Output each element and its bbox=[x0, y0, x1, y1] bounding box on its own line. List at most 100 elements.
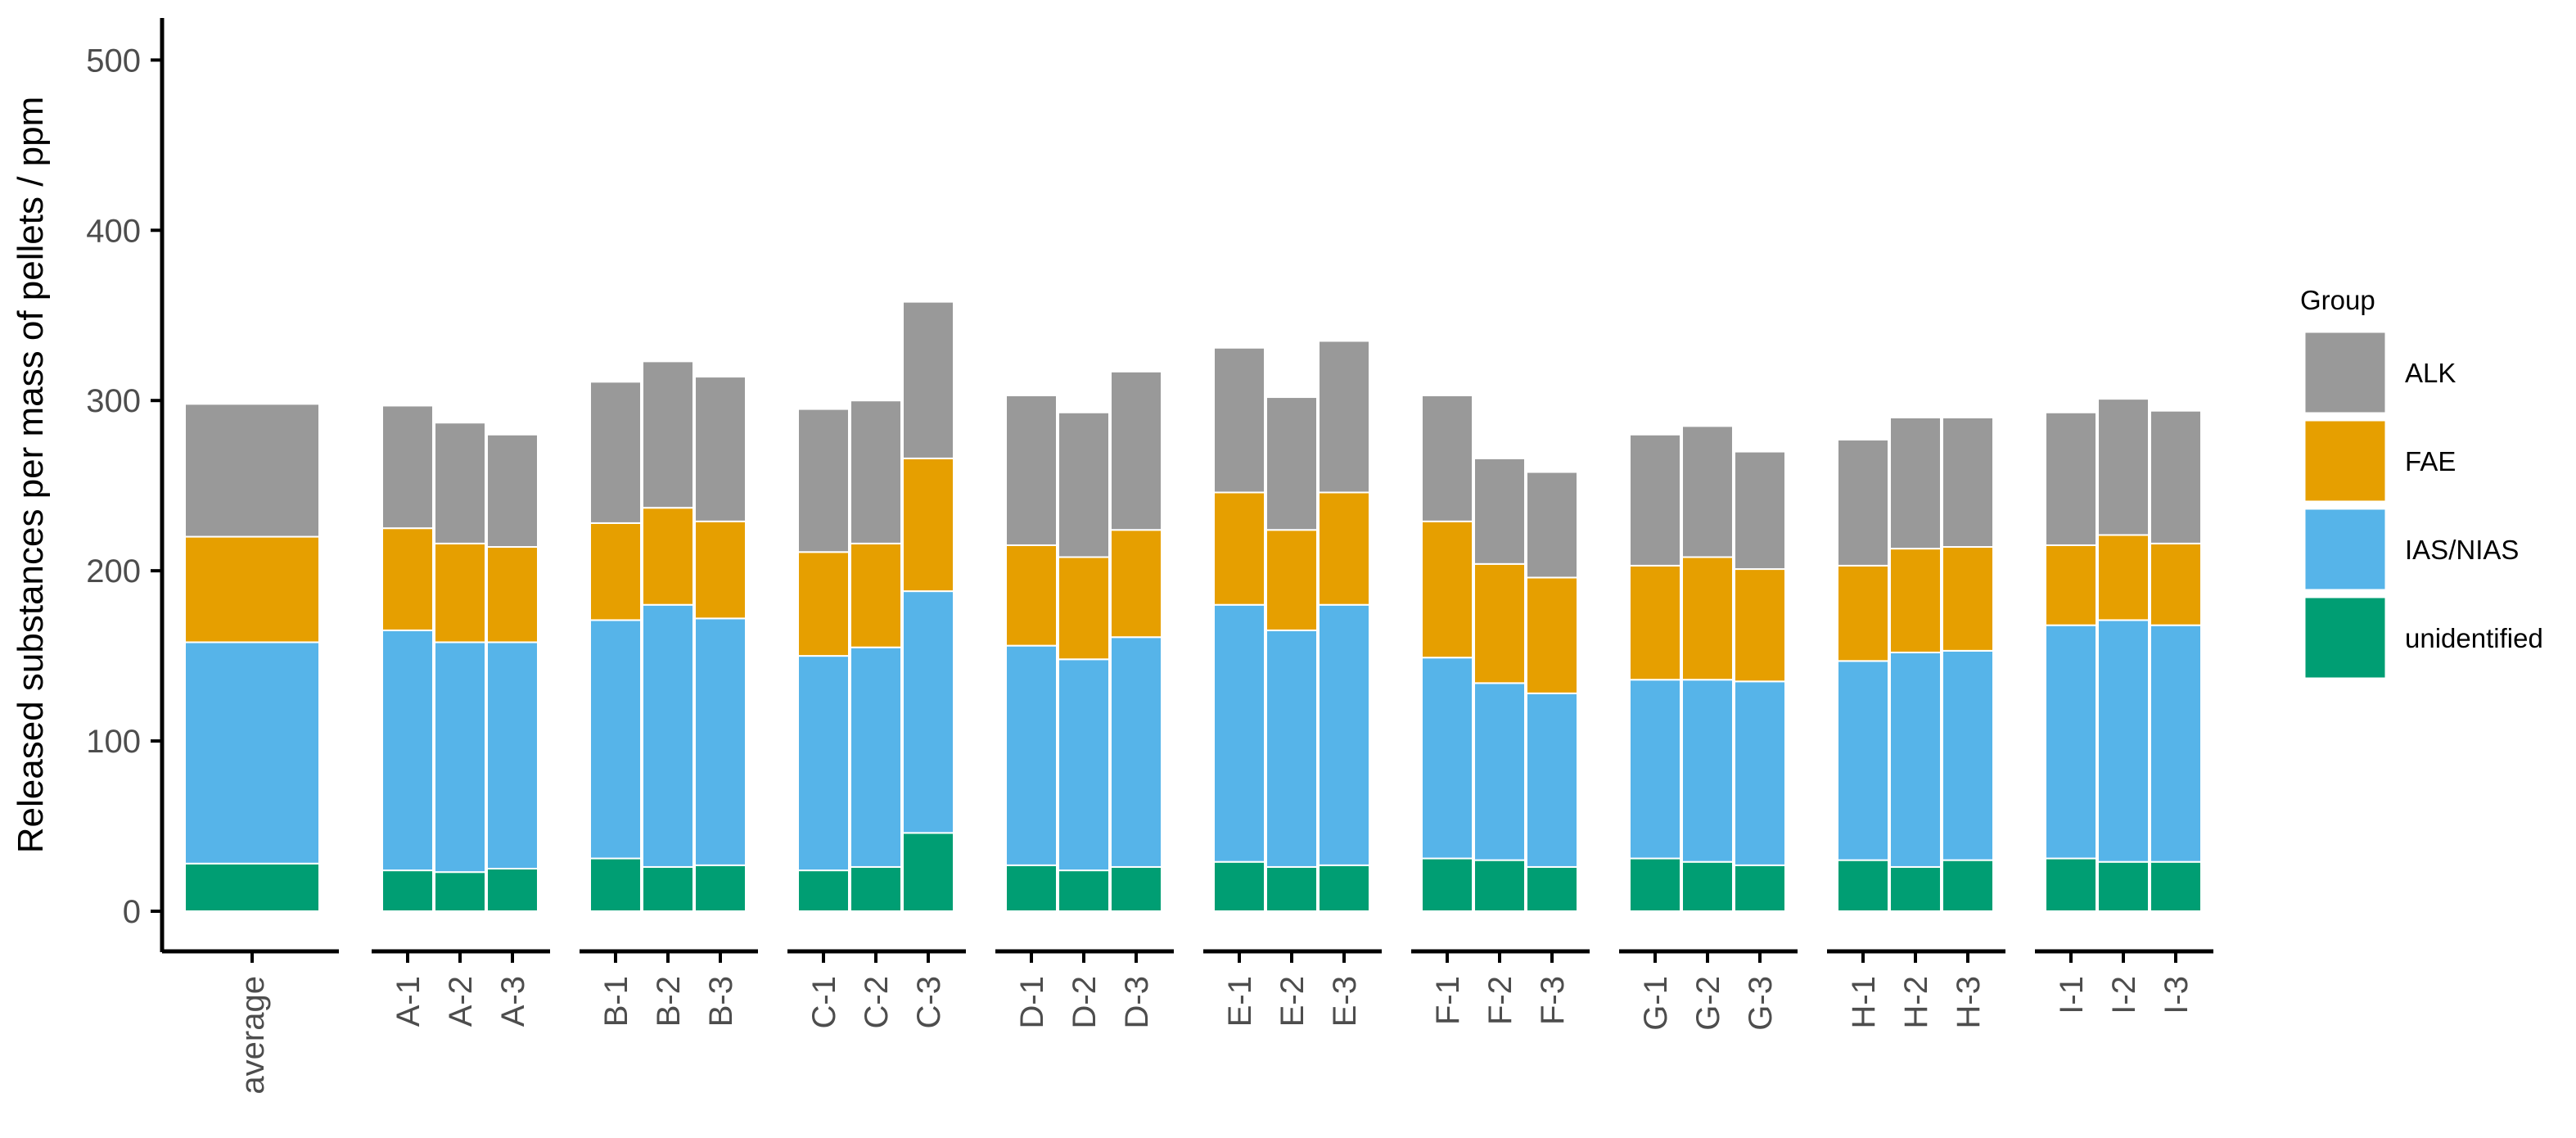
y-tick-label: 500 bbox=[86, 43, 141, 79]
bar-segment-A-2-IAS-NIAS bbox=[434, 641, 486, 874]
bar-segment-H-1-ALK bbox=[1837, 439, 1889, 567]
x-tick-label: G-2 bbox=[1690, 976, 1726, 1031]
bar-segment-A-3-IAS-NIAS bbox=[486, 641, 539, 870]
bar-segment-B-2-FAE bbox=[642, 507, 694, 606]
bar-segment-I-3-ALK bbox=[2150, 409, 2202, 544]
x-tick-label: G-3 bbox=[1743, 976, 1779, 1031]
bar-segment-I-2-FAE bbox=[2097, 534, 2150, 621]
bar-segment-G-2-ALK bbox=[1681, 425, 1734, 558]
bar-segment-A-1-ALK bbox=[381, 404, 434, 530]
x-tick-label: E-1 bbox=[1222, 976, 1258, 1027]
x-tick-label: average bbox=[235, 976, 271, 1095]
bar-segment-C-2-ALK bbox=[850, 400, 902, 544]
bar-segment-G-1-FAE bbox=[1629, 564, 1681, 681]
bar-segment-B-3-IAS-NIAS bbox=[694, 617, 747, 866]
bar-segment-H-2-IAS-NIAS bbox=[1889, 651, 1942, 868]
bar-segment-D-3-IAS-NIAS bbox=[1110, 636, 1162, 868]
bar-segment-G-3-ALK bbox=[1734, 450, 1786, 571]
bar-segment-G-2-IAS-NIAS bbox=[1681, 679, 1734, 863]
bar-segment-B-2-IAS-NIAS bbox=[642, 603, 694, 868]
bar-segment-I-2-ALK bbox=[2097, 398, 2150, 536]
bar-segment-D-2-IAS-NIAS bbox=[1058, 658, 1110, 872]
legend-label-ALK: ALK bbox=[2405, 358, 2456, 388]
bar-segment-B-1-ALK bbox=[589, 381, 642, 524]
y-tick-label: 200 bbox=[86, 553, 141, 589]
bar-segment-F-2-IAS-NIAS bbox=[1473, 682, 1526, 861]
bar-segment-E-2-IAS-NIAS bbox=[1265, 629, 1318, 868]
bar-segment-G-3-unidentified bbox=[1734, 864, 1786, 912]
bar-segment-E-1-unidentified bbox=[1213, 860, 1265, 913]
bar-segment-H-3-FAE bbox=[1942, 546, 1994, 652]
bar-segment-A-2-ALK bbox=[434, 422, 486, 544]
x-tick-label: I-1 bbox=[2054, 976, 2090, 1014]
bar-segment-D-3-FAE bbox=[1110, 529, 1162, 639]
bar-segment-C-3-unidentified bbox=[902, 832, 954, 912]
bar-segment-D-1-IAS-NIAS bbox=[1005, 644, 1058, 866]
bar-segment-E-3-ALK bbox=[1318, 340, 1370, 494]
bar-segment-H-3-IAS-NIAS bbox=[1942, 649, 1994, 861]
bar-segment-G-1-ALK bbox=[1629, 433, 1681, 567]
bar-segment-F-1-unidentified bbox=[1421, 857, 1473, 913]
bar-segment-E-1-FAE bbox=[1213, 491, 1265, 606]
x-tick-label: F-2 bbox=[1482, 976, 1518, 1025]
x-tick-label: C-2 bbox=[859, 976, 895, 1028]
bar-segment-A-2-unidentified bbox=[434, 871, 486, 913]
x-tick-label: I-3 bbox=[2159, 976, 2195, 1014]
x-tick-label: A-1 bbox=[390, 976, 426, 1027]
bar-segment-A-3-FAE bbox=[486, 546, 539, 644]
bars-layer bbox=[184, 300, 2202, 913]
bar-segment-average-FAE bbox=[184, 535, 320, 644]
bar-segment-F-3-IAS-NIAS bbox=[1526, 692, 1578, 868]
bar-segment-F-2-unidentified bbox=[1473, 859, 1526, 912]
bar-segment-C-1-FAE bbox=[797, 551, 850, 657]
y-tick-label: 300 bbox=[86, 383, 141, 419]
bar-segment-D-1-FAE bbox=[1005, 544, 1058, 647]
bar-segment-D-1-ALK bbox=[1005, 394, 1058, 546]
bar-segment-C-3-FAE bbox=[902, 457, 954, 593]
bar-segment-F-2-ALK bbox=[1473, 457, 1526, 565]
bar-segment-F-3-ALK bbox=[1526, 471, 1578, 579]
bar-segment-H-2-FAE bbox=[1889, 548, 1942, 653]
legend-label-IAS-NIAS: IAS/NIAS bbox=[2405, 535, 2519, 565]
bar-segment-C-3-ALK bbox=[902, 300, 954, 459]
x-tick-label: E-3 bbox=[1327, 976, 1363, 1027]
y-tick-label: 0 bbox=[123, 894, 141, 930]
legend-key-ALK bbox=[2303, 330, 2388, 415]
x-tick-label: A-2 bbox=[443, 976, 479, 1027]
x-tick-label: E-2 bbox=[1274, 976, 1311, 1027]
legend-key-FAE bbox=[2303, 418, 2388, 504]
bar-segment-H-1-FAE bbox=[1837, 564, 1889, 662]
bar-segment-D-2-ALK bbox=[1058, 411, 1110, 558]
legend-key-IAS-NIAS bbox=[2303, 507, 2388, 592]
bar-segment-G-3-FAE bbox=[1734, 568, 1786, 683]
x-tick-label: I-2 bbox=[2106, 976, 2142, 1014]
bar-segment-C-2-unidentified bbox=[850, 865, 902, 913]
bar-segment-F-1-FAE bbox=[1421, 520, 1473, 659]
x-tick-label: G-1 bbox=[1638, 976, 1674, 1031]
bar-segment-G-1-unidentified bbox=[1629, 857, 1681, 913]
bar-segment-B-3-ALK bbox=[694, 376, 747, 522]
bar-segment-D-2-unidentified bbox=[1058, 869, 1110, 912]
x-tick-label: B-2 bbox=[651, 976, 687, 1027]
bar-segment-C-2-IAS-NIAS bbox=[850, 646, 902, 868]
bar-segment-B-1-IAS-NIAS bbox=[589, 619, 642, 860]
x-tick-label: F-3 bbox=[1535, 976, 1571, 1025]
legend-title: Group bbox=[2300, 285, 2375, 315]
bar-segment-D-1-unidentified bbox=[1005, 864, 1058, 912]
bar-segment-I-2-unidentified bbox=[2097, 860, 2150, 913]
bar-segment-G-3-IAS-NIAS bbox=[1734, 680, 1786, 866]
bar-segment-average-ALK bbox=[184, 403, 320, 538]
bar-segment-A-3-unidentified bbox=[486, 868, 539, 912]
bar-segment-B-3-unidentified bbox=[694, 864, 747, 912]
bar-segment-A-3-ALK bbox=[486, 433, 539, 549]
bar-segment-E-3-FAE bbox=[1318, 491, 1370, 606]
bar-segment-I-1-IAS-NIAS bbox=[2045, 624, 2097, 860]
bar-segment-C-1-IAS-NIAS bbox=[797, 655, 850, 872]
x-tick-label: H-3 bbox=[1951, 976, 1987, 1028]
bar-segment-H-2-unidentified bbox=[1889, 865, 1942, 913]
bar-segment-B-1-FAE bbox=[589, 522, 642, 621]
x-tick-label: A-3 bbox=[495, 976, 531, 1027]
bar-segment-H-1-unidentified bbox=[1837, 859, 1889, 912]
y-axis-title: Released substances per mass of pellets … bbox=[11, 97, 51, 853]
